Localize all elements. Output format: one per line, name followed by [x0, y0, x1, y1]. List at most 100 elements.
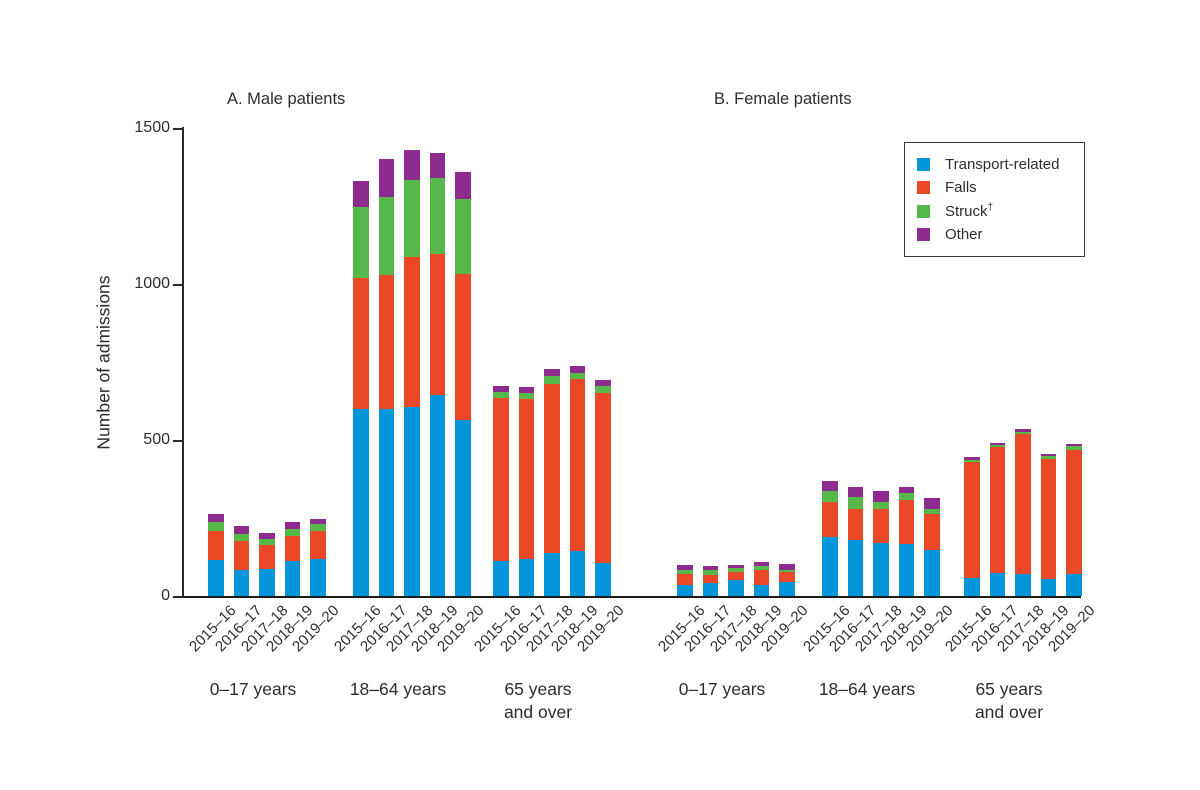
bar-segment-transport: [310, 558, 326, 596]
legend-swatch-falls: [917, 181, 930, 194]
bar-segment-falls: [989, 446, 1006, 573]
bar-segment-other: [455, 172, 471, 199]
bar-segment-struck: [1040, 456, 1057, 459]
bar-segment-transport: [208, 560, 224, 596]
bar-segment-struck: [822, 491, 838, 502]
bar-segment-struck: [455, 198, 471, 274]
group-label: 0–17 years: [678, 679, 766, 699]
bar-segment-other: [404, 150, 420, 181]
bar-segment-falls: [455, 273, 471, 420]
bar-segment-other: [595, 379, 611, 386]
y-tick-label: 1000: [134, 274, 170, 292]
bar-segment-other: [208, 514, 224, 523]
legend-swatch-transport: [917, 158, 930, 171]
panel-title-female: B. Female patients: [714, 90, 852, 108]
bar-segment-other: [728, 564, 744, 568]
legend-swatch-other: [917, 228, 930, 241]
bar: [898, 487, 915, 596]
bar-segment-transport: [702, 582, 719, 596]
bar-segment-struck: [898, 492, 915, 500]
bar-segment-other: [353, 181, 369, 207]
bar-segment-falls: [208, 530, 224, 561]
bar-segment-other: [233, 526, 250, 535]
bar: [702, 566, 719, 596]
bar: [233, 526, 250, 596]
bar-segment-struck: [1015, 431, 1031, 435]
bar-segment-struck: [924, 508, 940, 514]
group-label: 65 years and over: [974, 679, 1044, 722]
bar-segment-falls: [779, 572, 795, 582]
bar: [284, 521, 301, 596]
y-tick-label: 1500: [134, 118, 170, 136]
bar: [544, 369, 560, 596]
legend-swatch-struck: [917, 204, 930, 218]
bar-segment-struck: [847, 496, 864, 509]
bar-segment-struck: [284, 528, 301, 537]
bar-segment-struck: [728, 567, 744, 572]
bar-segment-falls: [310, 530, 326, 559]
bar-segment-falls: [753, 570, 770, 585]
bar-segment-struck: [518, 393, 535, 399]
bar-segment-other: [822, 481, 838, 492]
legend-item-struck: Struck†: [917, 202, 1076, 220]
bar-segment-falls: [595, 393, 611, 563]
bar-segment-struck: [233, 534, 250, 542]
bar-segment-other: [493, 386, 509, 393]
bar-segment-transport: [404, 407, 420, 596]
bar-segment-other: [1066, 443, 1082, 447]
group-label: 65 years and over: [503, 679, 573, 722]
bar-segment-transport: [429, 394, 446, 596]
y-tick-label: 500: [143, 430, 170, 448]
bar: [518, 387, 535, 596]
bar-segment-falls: [964, 461, 980, 578]
bar-segment-falls: [233, 541, 250, 571]
bar-segment-struck: [595, 385, 611, 394]
y-axis-title: Number of admissions: [93, 275, 114, 450]
bar-segment-struck: [429, 178, 446, 255]
group-label: 18–64 years: [349, 679, 447, 699]
bar-segment-transport: [964, 577, 980, 596]
bar: [259, 533, 275, 596]
bar-segment-falls: [353, 277, 369, 409]
bar-segment-transport: [873, 543, 889, 596]
bar: [873, 490, 889, 596]
bar-segment-transport: [1015, 574, 1031, 596]
bar-segment-transport: [569, 551, 586, 596]
bar: [677, 564, 693, 596]
bar-segment-transport: [595, 562, 611, 596]
bar: [1040, 454, 1057, 596]
bar-segment-other: [964, 457, 980, 460]
bar-segment-other: [779, 564, 795, 570]
bar-segment-other: [1015, 429, 1031, 432]
y-tick-label: 0: [161, 586, 170, 604]
bar-segment-struck: [1066, 446, 1082, 450]
bar-segment-falls: [924, 513, 940, 551]
bar-segment-struck: [208, 522, 224, 531]
bar: [310, 518, 326, 596]
bar-segment-transport: [753, 584, 770, 596]
bar-segment-other: [378, 159, 395, 197]
bar-segment-transport: [1040, 578, 1057, 596]
bar-segment-transport: [847, 539, 864, 596]
bar-segment-falls: [1015, 434, 1031, 575]
bar-segment-other: [544, 369, 560, 377]
y-tick-mark: [173, 439, 183, 442]
bar-segment-struck: [702, 570, 719, 575]
bar-segment-falls: [493, 398, 509, 562]
bar-segment-other: [310, 518, 326, 525]
bar-segment-other: [924, 498, 940, 509]
bar: [569, 365, 586, 596]
bar-segment-other: [677, 564, 693, 571]
bar-segment-transport: [728, 580, 744, 596]
bar-segment-falls: [378, 274, 395, 409]
bar: [964, 457, 980, 596]
legend-label-transport: Transport-related: [945, 156, 1060, 173]
legend-label-struck: Struck†: [945, 202, 993, 220]
bar-segment-struck: [677, 570, 693, 574]
legend-item-falls: Falls: [917, 179, 1076, 196]
bar-segment-struck: [753, 566, 770, 571]
y-tick-mark: [173, 127, 183, 130]
bar-segment-other: [989, 443, 1006, 446]
bar: [989, 443, 1006, 596]
bar-segment-struck: [569, 373, 586, 379]
